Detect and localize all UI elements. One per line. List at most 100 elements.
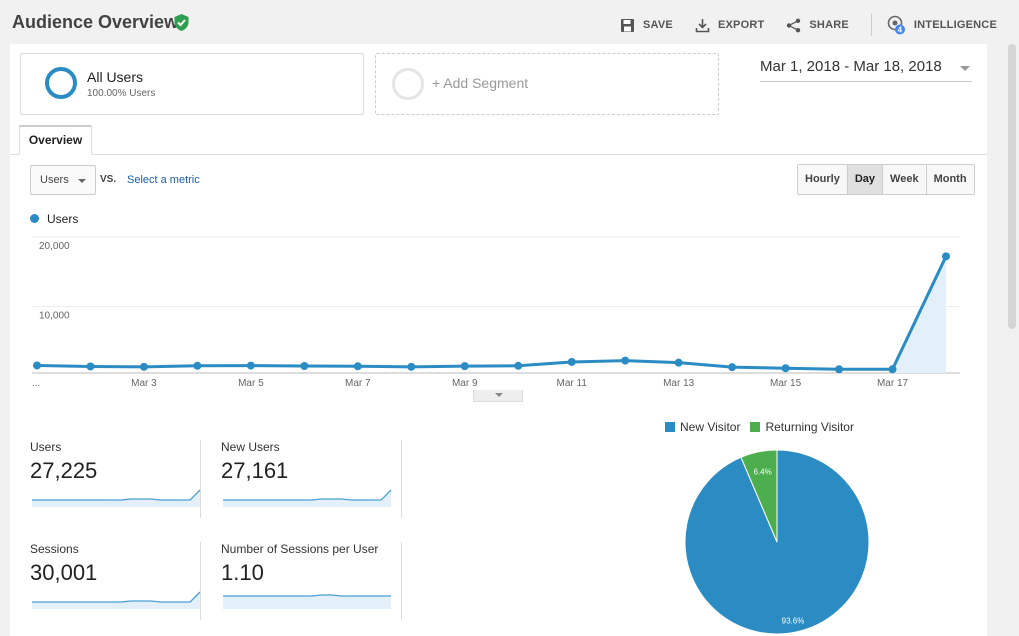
- data-point: [674, 358, 683, 367]
- select-metric-link[interactable]: Select a metric: [127, 174, 200, 186]
- sparkline: [32, 489, 201, 507]
- metric-divider: [200, 542, 201, 620]
- data-point: [33, 361, 41, 370]
- legend-swatch: [750, 422, 761, 432]
- metric-label: Sessions: [30, 542, 79, 556]
- data-point: [139, 362, 148, 371]
- metric-label: Users: [30, 440, 62, 454]
- sparkline-line: [32, 489, 201, 501]
- sparkline: [32, 591, 201, 609]
- segment-name: All Users: [87, 69, 144, 85]
- sparkline: [223, 594, 391, 609]
- granularity-month-button[interactable]: Month: [926, 165, 974, 194]
- metric-card[interactable]: Sessions 30,001: [20, 542, 210, 620]
- x-tick-label: Mar 9: [452, 378, 478, 389]
- segment-all-users[interactable]: All Users 100.00% Users: [20, 53, 364, 115]
- pie-data-label: 6.4%: [754, 467, 772, 476]
- pie-legend: New Visitor Returning Visitor: [665, 420, 864, 434]
- metric-value: 27,161: [221, 458, 289, 483]
- date-range-picker[interactable]: Mar 1, 2018 - Mar 18, 2018: [760, 58, 972, 82]
- y-tick-label: 20,000: [39, 241, 70, 252]
- data-point: [460, 362, 469, 371]
- sparkline-line: [32, 591, 201, 603]
- sparkline: [223, 489, 392, 507]
- vs-label: VS.: [100, 174, 117, 185]
- metric-label: Number of Sessions per User: [221, 542, 379, 556]
- metric-label: New Users: [221, 440, 280, 454]
- granularity-toggle: Hourly Day Week Month: [797, 164, 975, 195]
- chevron-down-icon: [960, 66, 970, 71]
- action-divider: [870, 14, 872, 36]
- data-point: [567, 357, 576, 366]
- legend-returning-visitor: Returning Visitor: [750, 420, 854, 434]
- y-tick-label: 10,000: [39, 311, 70, 322]
- metric-divider: [200, 440, 201, 518]
- export-icon: [695, 18, 710, 32]
- verified-shield-icon: [174, 14, 189, 31]
- metric-divider: [401, 440, 402, 518]
- save-label: SAVE: [643, 19, 673, 31]
- save-icon: [621, 18, 634, 32]
- sparkline-area: [223, 595, 391, 609]
- metric-divider: [401, 542, 402, 620]
- report-panel: All Users 100.00% Users + Add Segment Ma…: [10, 44, 987, 636]
- x-tick-label: Mar 15: [770, 378, 802, 389]
- data-point: [300, 361, 309, 370]
- intelligence-badge: 4: [898, 26, 903, 35]
- granularity-hourly-button[interactable]: Hourly: [798, 165, 848, 194]
- data-point: [621, 356, 630, 365]
- metric-dropdown-value: Users: [40, 174, 69, 186]
- metric-card[interactable]: Number of Sessions per User 1.10: [211, 542, 401, 620]
- export-button[interactable]: EXPORT: [695, 18, 764, 33]
- intelligence-icon: 4: [887, 15, 905, 35]
- segment-percentage: 100.00% Users: [87, 88, 156, 99]
- segment-ring-icon: [45, 67, 77, 99]
- x-tick-label: Mar 3: [131, 378, 157, 389]
- data-point: [942, 252, 950, 261]
- save-button[interactable]: SAVE: [620, 18, 673, 33]
- data-point: [728, 363, 737, 372]
- legend-new-visitor: New Visitor: [665, 420, 740, 434]
- export-label: EXPORT: [717, 19, 765, 31]
- page-scrollbar[interactable]: [1008, 44, 1016, 329]
- data-point: [835, 365, 844, 374]
- users-line-chart[interactable]: 20,000 10,000... Mar 3 Mar 5 Mar 7 Mar 9 Mar 1…: [10, 232, 987, 392]
- series-line-users: [36, 255, 948, 371]
- metric-value: 27,225: [30, 458, 98, 483]
- users-legend-label: Users: [47, 212, 79, 226]
- intelligence-label: INTELLIGENCE: [913, 19, 997, 31]
- add-segment-ring-icon: [392, 68, 424, 100]
- data-point: [888, 365, 897, 374]
- add-segment-button[interactable]: + Add Segment: [375, 53, 719, 115]
- sparkline-area: [32, 490, 200, 507]
- sparkline-area: [223, 490, 391, 507]
- data-point: [781, 364, 790, 373]
- tab-overview[interactable]: Overview: [19, 125, 92, 155]
- legend-label: Returning Visitor: [765, 420, 854, 434]
- tab-divider: [10, 154, 987, 155]
- page-title: Audience Overview: [12, 12, 179, 32]
- pie-data-label: 93.6%: [782, 616, 805, 625]
- share-icon: [787, 18, 801, 32]
- data-point: [86, 362, 95, 371]
- sparkline-line: [223, 594, 391, 597]
- share-button[interactable]: SHARE: [786, 18, 849, 33]
- visitor-type-pie-chart[interactable]: 93.6% 6.4%: [682, 450, 872, 636]
- users-legend-dot: [30, 214, 39, 223]
- data-point: [514, 361, 523, 370]
- metric-dropdown[interactable]: Users: [30, 165, 96, 195]
- metric-value: 1.10: [221, 560, 264, 585]
- granularity-day-button[interactable]: Day: [847, 165, 884, 194]
- chevron-down-icon: [78, 179, 86, 183]
- add-segment-label: + Add Segment: [432, 75, 529, 91]
- chart-collapse-handle[interactable]: [473, 390, 523, 402]
- granularity-week-button[interactable]: Week: [883, 165, 927, 194]
- sparkline-area: [32, 592, 200, 609]
- metric-card[interactable]: Users 27,225: [20, 440, 210, 518]
- intelligence-button[interactable]: 4 INTELLIGENCE: [886, 15, 997, 35]
- data-point: [246, 361, 255, 370]
- data-point: [193, 361, 202, 370]
- share-label: SHARE: [809, 19, 849, 31]
- x-tick-label: Mar 7: [345, 378, 371, 389]
- metric-card[interactable]: New Users 27,161: [211, 440, 401, 518]
